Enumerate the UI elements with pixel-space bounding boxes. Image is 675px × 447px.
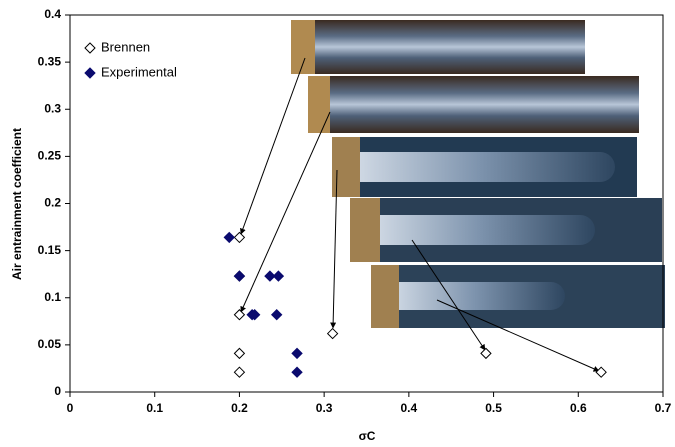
point <box>595 366 607 378</box>
arrows <box>240 57 600 372</box>
nozzle <box>308 76 330 133</box>
x-tick-label: 0 <box>67 401 74 415</box>
legend-marker <box>84 67 96 79</box>
legend-marker <box>84 42 96 54</box>
x-tick-label: 0.3 <box>316 401 333 415</box>
y-tick-label: 0.35 <box>38 54 62 68</box>
point <box>233 366 246 378</box>
y-tick-label: 0 <box>54 384 61 398</box>
point <box>223 231 235 244</box>
x-tick-label: 0.7 <box>655 401 672 415</box>
point <box>480 347 492 360</box>
plume <box>345 152 615 182</box>
y-axis-label: Air entrainment coefficient <box>10 128 24 280</box>
legend-text: Experimental <box>101 64 177 79</box>
x-axis-label: σC <box>359 429 376 443</box>
x-tick-label: 0.4 <box>401 401 418 415</box>
arrow <box>240 57 306 235</box>
point <box>270 309 283 321</box>
point <box>264 270 276 282</box>
x-tick-label: 0.5 <box>485 401 502 415</box>
nozzle <box>350 198 380 262</box>
point <box>326 327 339 340</box>
x-tick-label: 0.6 <box>570 401 587 415</box>
photo <box>308 76 639 133</box>
y-tick-label: 0.25 <box>38 149 62 163</box>
nozzle <box>291 20 315 74</box>
x-tick-label: 0.2 <box>231 401 248 415</box>
y-tick-label: 0.4 <box>44 7 61 21</box>
y-tick-label: 0.05 <box>38 337 62 351</box>
plume <box>385 282 565 310</box>
arrow <box>330 169 338 329</box>
arrow <box>240 111 331 313</box>
nozzle <box>371 265 399 328</box>
y-tick-label: 0.15 <box>38 243 62 257</box>
y-tick-label: 0.3 <box>44 101 61 115</box>
arrow <box>411 239 486 351</box>
point <box>272 270 285 282</box>
y-tick-label: 0.1 <box>44 290 61 304</box>
plume <box>365 215 595 245</box>
x-tick-label: 0.1 <box>146 401 163 415</box>
point <box>291 366 303 378</box>
point <box>291 347 303 360</box>
point <box>248 309 261 321</box>
point <box>233 231 246 244</box>
point <box>233 270 246 282</box>
photo <box>291 20 585 74</box>
point <box>233 347 246 360</box>
legend-text: Brennen <box>101 39 150 54</box>
photos <box>291 20 665 328</box>
point <box>233 309 246 321</box>
y-tick-label: 0.2 <box>44 196 61 210</box>
arrow <box>436 299 600 372</box>
